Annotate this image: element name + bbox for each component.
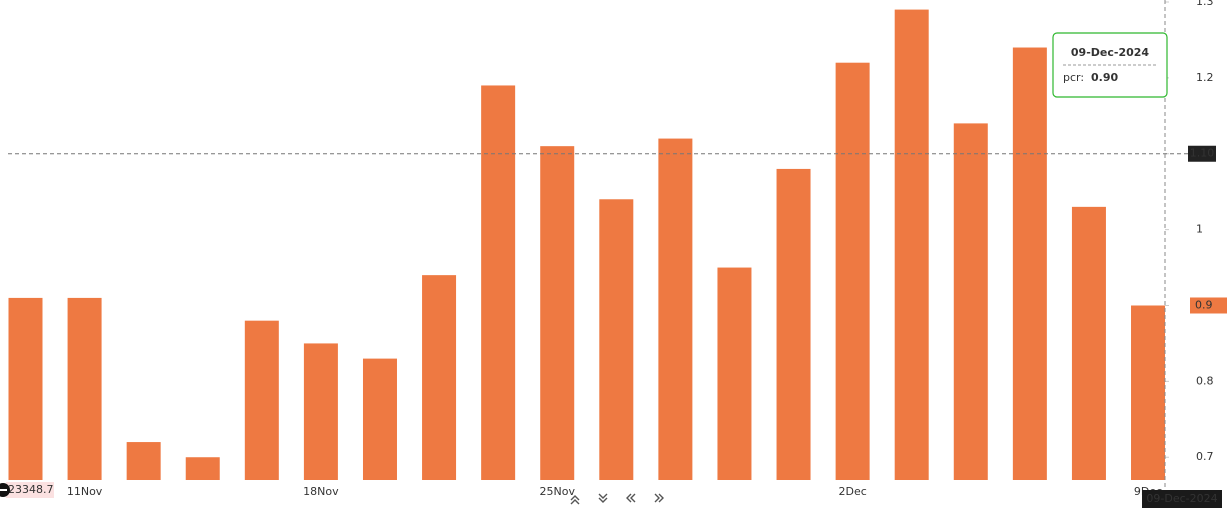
bar: [362, 358, 397, 480]
nav-left[interactable]: [626, 493, 636, 503]
bar: [599, 199, 634, 480]
bar: [67, 297, 102, 480]
bar: [658, 138, 693, 481]
nav-right[interactable]: [654, 493, 664, 503]
bar: [126, 442, 161, 480]
x-tick-label: 25Nov: [539, 485, 575, 498]
nav-down[interactable]: [598, 493, 608, 503]
bar: [894, 9, 929, 480]
bar: [481, 85, 516, 480]
tooltip-value: 0.90: [1091, 71, 1118, 84]
tooltip-date: 09-Dec-2024: [1071, 46, 1150, 59]
nav-icons[interactable]: [570, 493, 664, 505]
crosshair-date-label: 09-Dec-2024: [1146, 492, 1217, 505]
bar: [303, 343, 338, 480]
left-marker-label: 23348.7: [8, 483, 54, 496]
left-marker-box: [6, 482, 54, 498]
bar: [953, 123, 988, 481]
bar: [8, 297, 43, 480]
crosshair-y-label: 1.10: [1190, 147, 1215, 160]
bar: [717, 267, 752, 480]
y-tick-label: 0.8: [1196, 374, 1214, 387]
tooltip-key: pcr:: [1063, 71, 1084, 84]
y-tick-label: 1.3: [1196, 0, 1214, 8]
crosshair-date-box: [1142, 490, 1222, 508]
bar: [776, 168, 811, 480]
x-tick-label: 2Dec: [838, 485, 866, 498]
bar: [185, 457, 220, 480]
bar: [422, 275, 457, 480]
x-tick-label: 11Nov: [67, 485, 103, 498]
y-tick-label: 1: [1196, 223, 1203, 236]
last-value-box: [1190, 297, 1227, 314]
y-tick-label: 1.2: [1196, 71, 1214, 84]
x-tick-label: 18Nov: [303, 485, 339, 498]
nav-up[interactable]: [570, 495, 580, 505]
last-value-label: 0.9: [1195, 298, 1213, 311]
bar: [1071, 206, 1106, 480]
bar: [540, 146, 575, 480]
bar: [835, 62, 870, 480]
bar: [1012, 47, 1047, 481]
y-tick-label: 0.7: [1196, 450, 1214, 463]
bar: [1131, 305, 1166, 480]
bar: [244, 320, 279, 480]
crosshair-y-box: [1188, 145, 1216, 162]
